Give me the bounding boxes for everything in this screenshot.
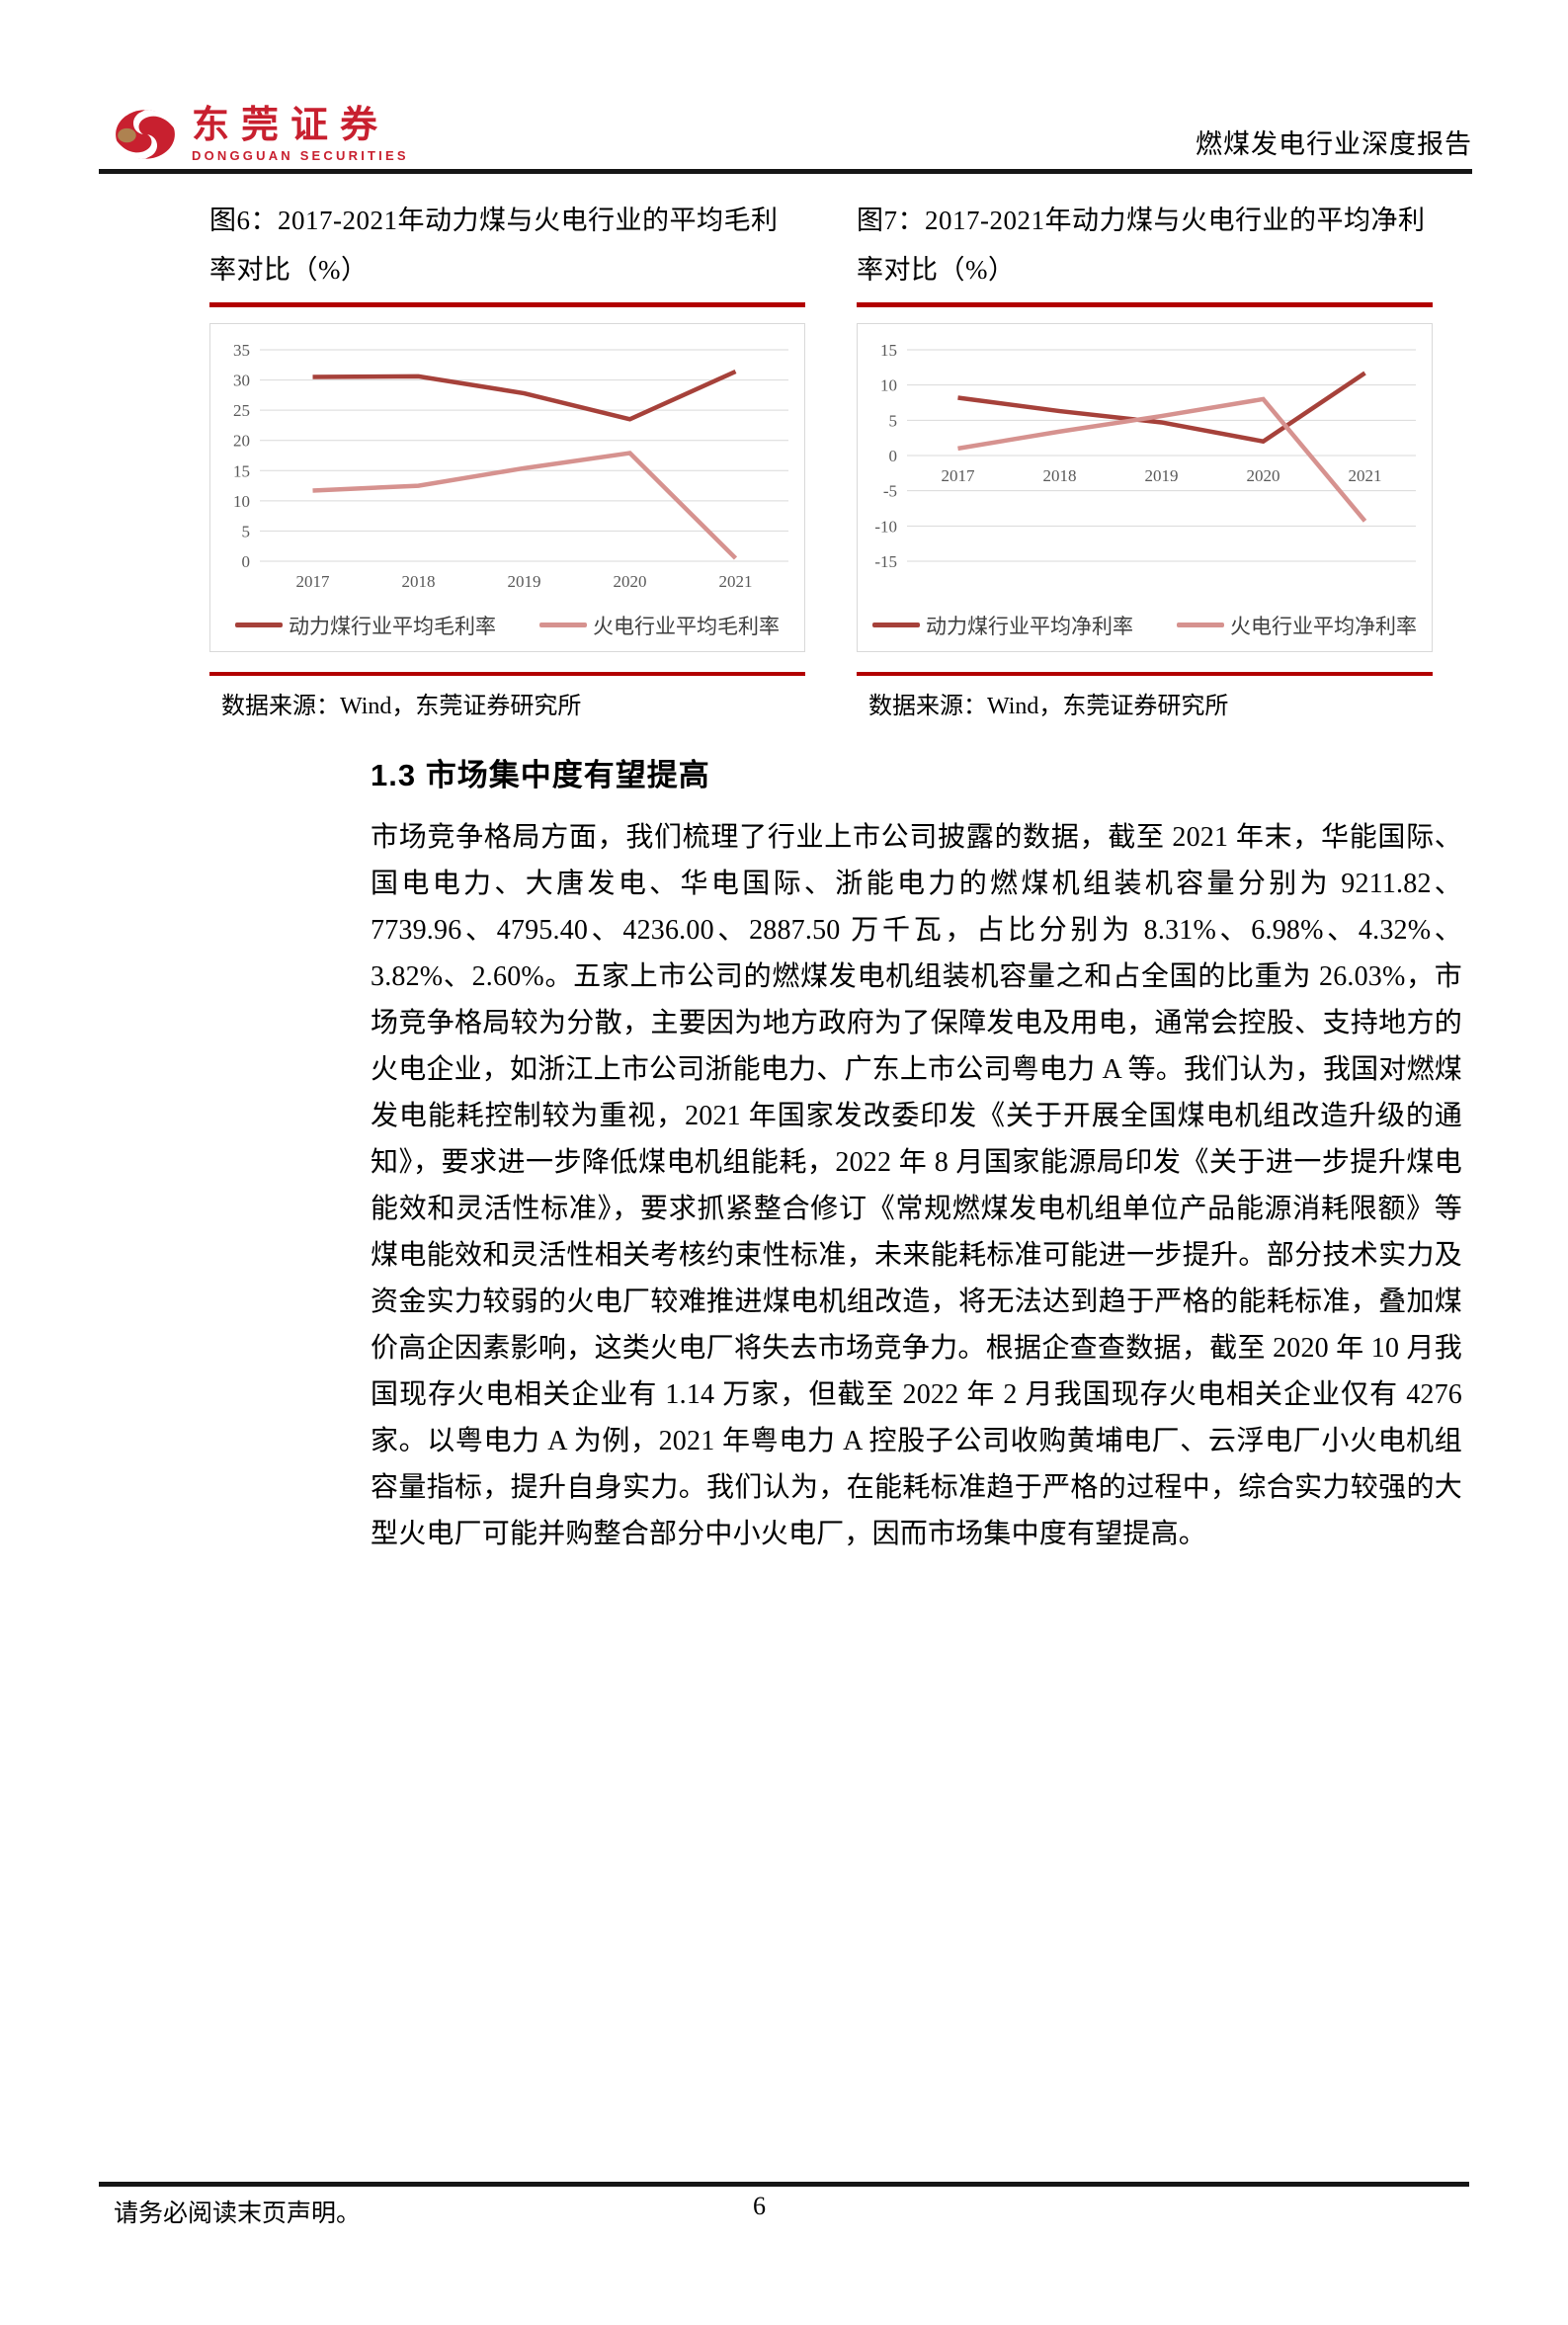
svg-text:25: 25	[233, 401, 250, 420]
figure-7: 图7：2017-2021年动力煤与火电行业的平均净利 率对比（%） -15 -10…	[857, 196, 1433, 720]
footer-divider	[99, 2182, 1469, 2187]
dongguan-securities-logo-icon	[113, 108, 178, 161]
svg-text:15: 15	[233, 461, 250, 480]
svg-text:10: 10	[233, 492, 250, 511]
figure6-title: 图6：2017-2021年动力煤与火电行业的平均毛利 率对比（%）	[209, 196, 805, 294]
svg-text:0: 0	[242, 552, 251, 571]
svg-text:2019: 2019	[1145, 466, 1179, 485]
logo-company-name: 东莞证券	[192, 105, 390, 146]
figure7-top-rule	[857, 301, 1433, 307]
svg-text:5: 5	[889, 411, 898, 430]
figure7-source: 数据来源：Wind，东莞证券研究所	[868, 693, 1229, 719]
header-divider	[99, 168, 1472, 174]
report-title: 燃煤发电行业深度报告	[1196, 128, 1472, 159]
figure6-chart-box: 0 5 10 15 20 25 30 35 2017 2018 2019 2020 2021 动力煤行业…	[209, 322, 805, 652]
figure6-line-chart: 0 5 10 15 20 25 30 35 2017 2018 2019 2020 2021	[210, 336, 804, 601]
company-logo: 东莞证券 DONGGUAN SECURITIES	[113, 105, 409, 163]
figure7-legend: 动力煤行业平均净利率 火电行业平均净利率	[858, 611, 1432, 640]
logo-company-name-en: DONGGUAN SECURITIES	[192, 147, 409, 163]
svg-text:2021: 2021	[719, 572, 753, 591]
figure6-title-line1: 图6：2017-2021年动力煤与火电行业的平均毛利	[209, 205, 779, 235]
figure7-title-line1: 图7：2017-2021年动力煤与火电行业的平均净利	[857, 205, 1426, 235]
svg-text:2019: 2019	[508, 572, 541, 591]
section-heading: 1.3 市场集中度有望提高	[371, 757, 710, 792]
legend-item: 动力煤行业平均净利率	[872, 611, 1133, 640]
figure7-bottom-rule	[857, 671, 1433, 676]
svg-text:2017: 2017	[296, 572, 331, 591]
body-paragraph: 市场竞争格局方面，我们梳理了行业上市公司披露的数据，截至 2021 年末，华能国…	[371, 821, 1462, 1549]
figure6-source: 数据来源：Wind，东莞证券研究所	[221, 693, 582, 719]
legend-label: 火电行业平均毛利率	[593, 614, 780, 638]
svg-text:15: 15	[880, 341, 897, 360]
legend-item: 火电行业平均净利率	[1177, 611, 1417, 640]
legend-item: 火电行业平均毛利率	[539, 611, 780, 640]
figure6-bottom-rule	[209, 671, 805, 676]
figure6-top-rule	[209, 301, 805, 307]
figure7-title: 图7：2017-2021年动力煤与火电行业的平均净利 率对比（%）	[857, 196, 1433, 294]
figure6-title-line2: 率对比（%）	[209, 254, 369, 285]
series-line-swatch	[539, 623, 587, 628]
figure7-line-chart: -15 -10 -5 0 5 10 15 2017 2018 2019 2020 2021	[858, 336, 1432, 601]
svg-text:0: 0	[889, 447, 898, 465]
svg-text:35: 35	[233, 341, 250, 360]
figure6-legend: 动力煤行业平均毛利率 火电行业平均毛利率	[210, 611, 804, 640]
legend-label: 火电行业平均净利率	[1230, 614, 1417, 638]
legend-item: 动力煤行业平均毛利率	[235, 611, 496, 640]
svg-text:2017: 2017	[942, 466, 976, 485]
figures-row: 图6：2017-2021年动力煤与火电行业的平均毛利 率对比（%） 0 5 10 15…	[209, 196, 1472, 720]
svg-text:2018: 2018	[1043, 466, 1077, 485]
series-line-swatch	[872, 623, 920, 628]
svg-text:-10: -10	[874, 517, 897, 536]
svg-text:20: 20	[233, 432, 250, 451]
svg-text:-15: -15	[874, 552, 897, 571]
footer-disclaimer: 请务必阅读末页声明。	[114, 2200, 362, 2227]
svg-text:5: 5	[242, 522, 251, 540]
svg-text:2021: 2021	[1349, 466, 1382, 485]
series-line-swatch	[235, 623, 283, 628]
svg-text:2020: 2020	[1247, 466, 1280, 485]
figure7-title-line2: 率对比（%）	[857, 254, 1016, 285]
page-number: 6	[753, 2192, 766, 2220]
svg-text:2020: 2020	[614, 572, 647, 591]
legend-label: 动力煤行业平均毛利率	[289, 614, 496, 638]
legend-label: 动力煤行业平均净利率	[926, 614, 1133, 638]
svg-text:-5: -5	[883, 482, 897, 501]
figure7-chart-box: -15 -10 -5 0 5 10 15 2017 2018 2019 2020 2021 动力煤行业…	[857, 322, 1433, 652]
svg-text:30: 30	[233, 371, 250, 389]
svg-text:10: 10	[880, 376, 897, 395]
svg-text:2018: 2018	[402, 572, 436, 591]
figure-6: 图6：2017-2021年动力煤与火电行业的平均毛利 率对比（%） 0 5 10 15…	[209, 196, 805, 720]
page-header: 东莞证券 DONGGUAN SECURITIES 燃煤发电行业深度报告	[99, 105, 1472, 174]
series-line-swatch	[1177, 623, 1224, 628]
